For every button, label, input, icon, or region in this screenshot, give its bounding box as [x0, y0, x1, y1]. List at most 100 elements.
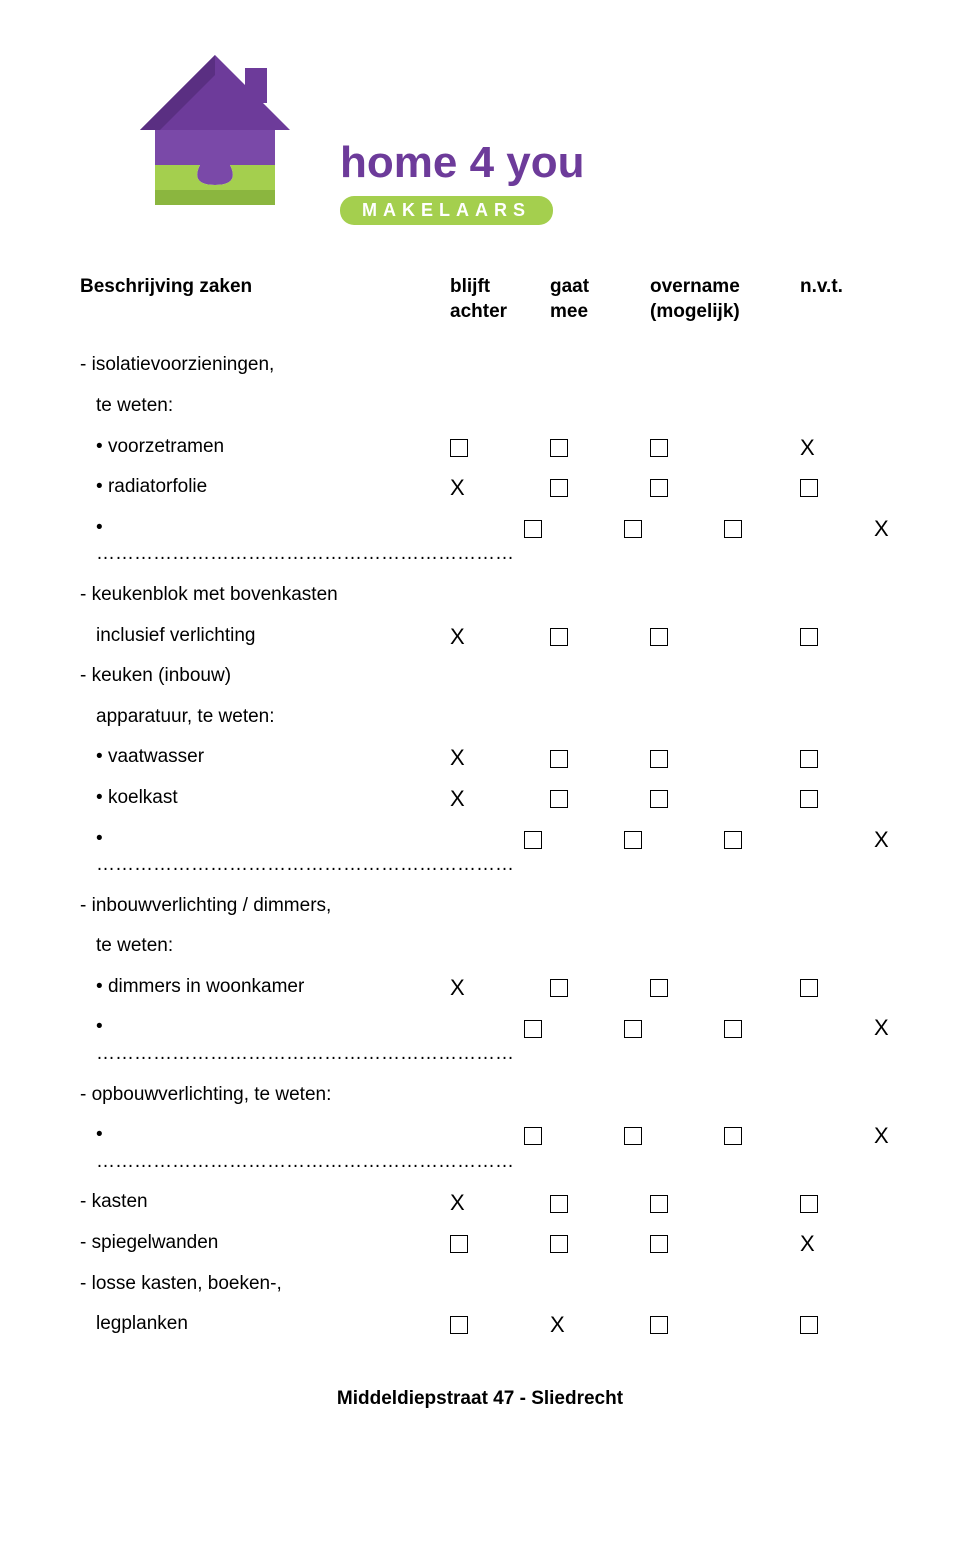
row-cell: X [450, 974, 540, 999]
checkbox-icon [550, 628, 568, 646]
table-row: inclusief verlichting X [80, 623, 880, 650]
row-cell [524, 1014, 614, 1038]
table-row: te weten: [80, 933, 880, 960]
checkbox-icon [650, 628, 668, 646]
row-label: koelkast [80, 785, 440, 812]
row-cell [550, 744, 640, 768]
table-row: - losse kasten, boeken-, [80, 1271, 880, 1298]
row-cell [650, 785, 790, 809]
x-mark: X [550, 1312, 565, 1337]
checkbox-icon [524, 520, 542, 538]
row-cell [650, 393, 790, 395]
row-cell [650, 933, 790, 935]
page-footer: Middeldiepstraat 47 - Sliedrecht [80, 1388, 880, 1410]
checkbox-icon [800, 628, 818, 646]
row-cell [550, 393, 640, 395]
row-cell: X [874, 1122, 954, 1147]
row-cell [724, 1122, 864, 1146]
row-cell: X [800, 434, 880, 459]
checkbox-icon [524, 1127, 542, 1145]
subbrand-pill: MAKELAARS [340, 196, 553, 225]
row-cell: X [450, 1189, 540, 1214]
row-cell [550, 1271, 640, 1273]
table-row: - inbouwverlichting / dimmers, [80, 893, 880, 920]
row-cell [450, 352, 540, 354]
row-cell [650, 1082, 790, 1084]
table-row: radiatorfolieX [80, 474, 880, 501]
checkbox-icon [450, 1316, 468, 1334]
row-cell [624, 1122, 714, 1146]
th-gaat-mee: gaatmee [550, 275, 640, 324]
row-cell [650, 1230, 790, 1254]
row-label: inclusief verlichting [80, 623, 440, 650]
row-cell [724, 1014, 864, 1038]
row-cell [624, 826, 714, 850]
row-cell [800, 1189, 880, 1213]
checkbox-icon [800, 790, 818, 808]
checkbox-icon [450, 439, 468, 457]
row-cell [800, 393, 880, 395]
x-mark: X [450, 746, 465, 771]
row-cell [650, 1311, 790, 1335]
row-cell [800, 704, 880, 706]
row-cell: X [450, 623, 540, 648]
table-row: …………………………………………………………X [80, 826, 880, 879]
checkbox-icon [624, 831, 642, 849]
table-row: …………………………………………………………X [80, 1122, 880, 1175]
row-cell: X [800, 1230, 880, 1255]
row-cell [650, 582, 790, 584]
row-cell [800, 1271, 880, 1273]
table-row: - keuken (inbouw) [80, 663, 880, 690]
row-label: - kasten [80, 1189, 440, 1216]
row-cell [550, 474, 640, 498]
table-row: voorzetramenX [80, 434, 880, 461]
row-cell [624, 515, 714, 539]
checkbox-icon [524, 1020, 542, 1038]
row-label: vaatwasser [80, 744, 440, 771]
x-mark: X [874, 827, 889, 852]
th-nvt: n.v.t. [800, 275, 880, 300]
th-blijft-achter: blijftachter [450, 275, 540, 324]
row-cell: X [874, 826, 954, 851]
row-label: - isolatievoorzieningen, [80, 352, 440, 379]
row-cell [550, 893, 640, 895]
row-cell [450, 1311, 540, 1335]
row-cell [800, 893, 880, 895]
checkbox-icon [800, 750, 818, 768]
row-cell [800, 582, 880, 584]
x-mark: X [450, 975, 465, 1000]
table-row: koelkast X [80, 785, 880, 812]
checkbox-icon [550, 750, 568, 768]
checkbox-icon [800, 979, 818, 997]
row-cell [724, 826, 864, 850]
x-mark: X [450, 786, 465, 811]
house-puzzle-icon [120, 40, 310, 225]
checkbox-icon [800, 1195, 818, 1213]
row-cell [650, 1189, 790, 1213]
checkbox-icon [724, 520, 742, 538]
row-cell [550, 663, 640, 665]
row-cell [650, 352, 790, 354]
checkbox-icon [650, 1235, 668, 1253]
table-body: - isolatievoorzieningen, te weten: voorze… [80, 352, 880, 1337]
checkbox-icon [650, 439, 668, 457]
x-mark: X [874, 516, 889, 541]
row-label: dimmers in woonkamer [80, 974, 440, 1001]
row-cell [550, 1082, 640, 1084]
row-cell [550, 623, 640, 647]
checkbox-icon [650, 1316, 668, 1334]
checkbox-icon [550, 979, 568, 997]
row-cell [550, 933, 640, 935]
row-cell [450, 393, 540, 395]
row-label: te weten: [80, 933, 440, 960]
row-cell [450, 1082, 540, 1084]
row-cell [650, 974, 790, 998]
row-cell [550, 785, 640, 809]
row-cell: X [450, 474, 540, 499]
x-mark: X [800, 1231, 815, 1256]
row-cell [800, 1082, 880, 1084]
table-row: - isolatievoorzieningen, [80, 352, 880, 379]
row-cell [800, 1311, 880, 1335]
row-label: ………………………………………………………… [80, 1122, 514, 1175]
row-cell [650, 1271, 790, 1273]
